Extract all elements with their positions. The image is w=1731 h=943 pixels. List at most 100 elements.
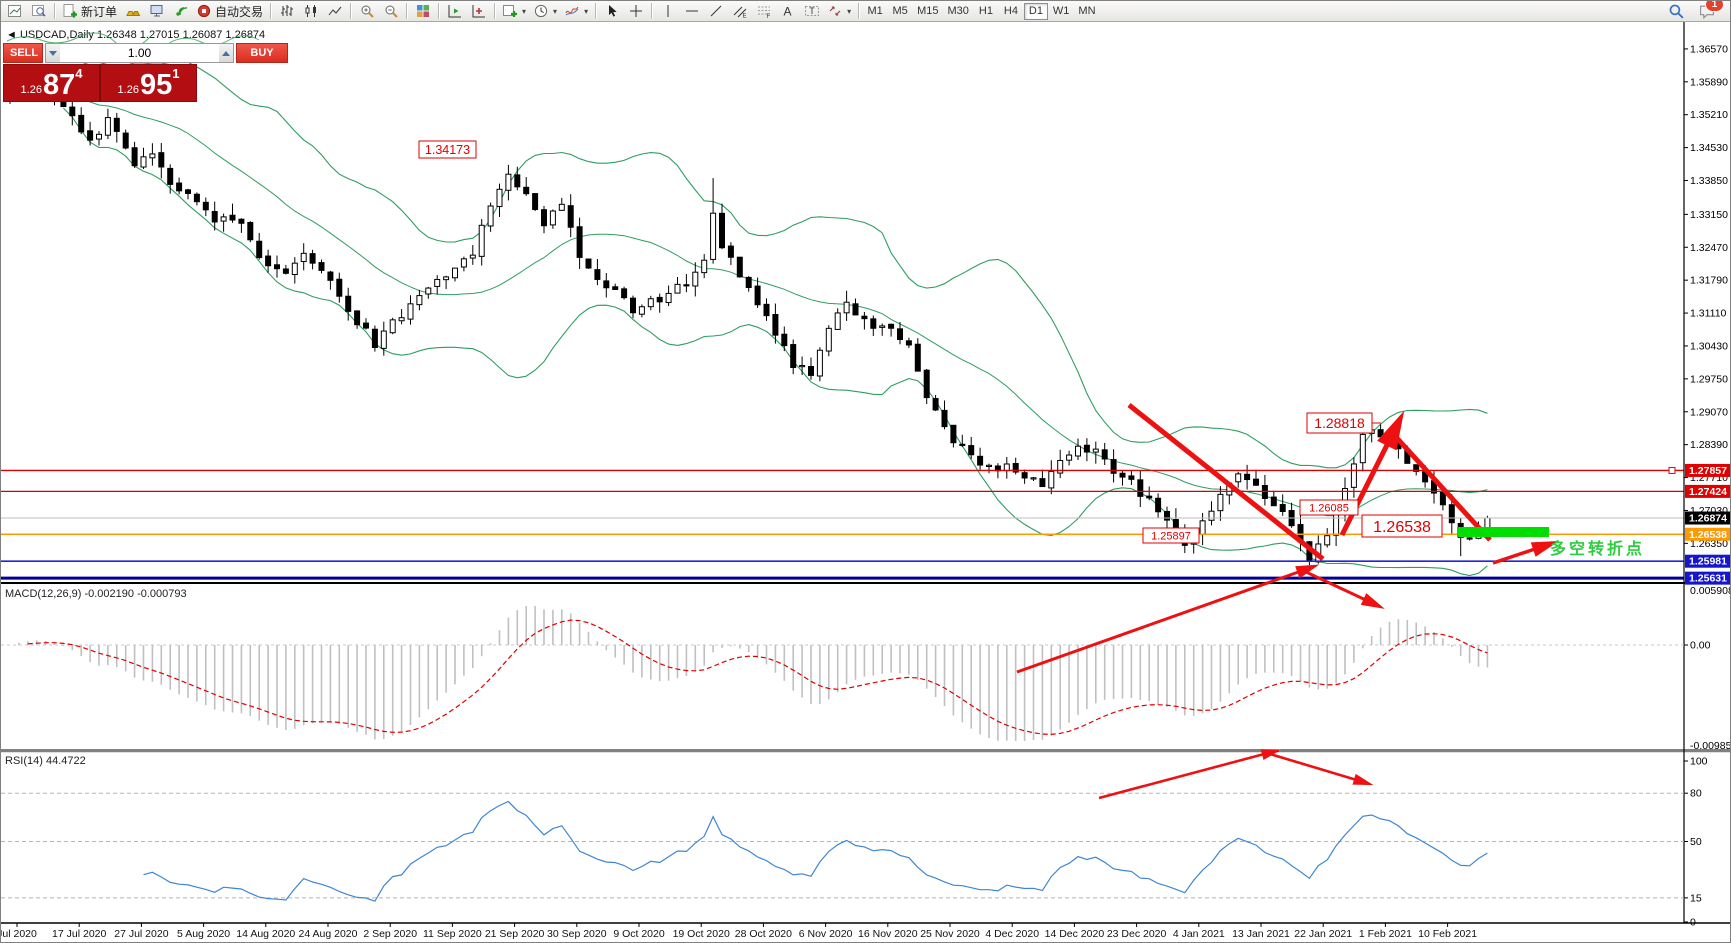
indicators-icon	[565, 6, 579, 16]
toolbar: 新订单 自动交易 ▾ ▾ ▾ E F A T ▾ M1 M5 M15 M30 H1 H4 D	[1, 1, 1730, 22]
notifications-button[interactable]: 1	[1698, 1, 1724, 20]
trend-arrow[interactable]	[1393, 434, 1492, 542]
channel-tool-button[interactable]: E	[728, 2, 751, 21]
svg-text:24 Aug 2020: 24 Aug 2020	[299, 928, 358, 940]
buy-price-display[interactable]: 1.26 95 1	[100, 64, 197, 102]
line-chart-icon	[328, 6, 341, 16]
timeframe-m5-button[interactable]: M5	[888, 3, 912, 20]
indicators-dropdown-button[interactable]: ▾	[561, 2, 591, 21]
auto-scroll-icon	[448, 5, 461, 18]
macd-histogram	[18, 605, 1489, 741]
price-badge-1.25631	[1685, 571, 1730, 585]
timeframe-w1-button[interactable]: W1	[1049, 3, 1074, 20]
svg-text:1.28818: 1.28818	[1314, 415, 1365, 431]
vertical-line-tool-button[interactable]	[656, 2, 679, 21]
timeframe-mn-button[interactable]: MN	[1074, 3, 1099, 20]
new-chart-icon-button[interactable]	[3, 2, 26, 21]
timeframe-m1-button[interactable]: M1	[863, 3, 887, 20]
svg-text:RSI(14) 44.4722: RSI(14) 44.4722	[5, 755, 86, 767]
toolbar-separator	[438, 3, 440, 19]
triangle-down-icon	[49, 50, 57, 56]
publish-button[interactable]	[145, 2, 168, 21]
label-tool-button[interactable]: T	[800, 2, 823, 21]
price-label-box[interactable]	[1142, 527, 1200, 544]
new-chart-dropdown-button[interactable]: ▾	[499, 2, 529, 21]
buy-button[interactable]: BUY	[236, 43, 288, 63]
fibonacci-tool-button[interactable]: F	[752, 2, 775, 21]
volume-increase-button[interactable]	[219, 44, 233, 62]
svg-text:27 Jul 2020: 27 Jul 2020	[114, 928, 168, 940]
chart-shift-icon	[472, 5, 485, 18]
market-depth-button[interactable]	[121, 2, 144, 21]
price-label-box[interactable]	[418, 140, 477, 159]
tile-windows-button[interactable]	[411, 2, 434, 21]
auto-scroll-button[interactable]	[443, 2, 466, 21]
svg-text:30 Sep 2020: 30 Sep 2020	[547, 928, 607, 940]
new-order-button[interactable]: 新订单	[59, 2, 120, 21]
timeframe-h1-button[interactable]: H1	[974, 3, 998, 20]
svg-text:1.26538: 1.26538	[1373, 519, 1431, 536]
chart-shift-button[interactable]	[467, 2, 490, 21]
zoom-out-button[interactable]	[379, 2, 402, 21]
svg-text:1.35210: 1.35210	[1690, 109, 1728, 121]
toolbar-separator	[54, 3, 55, 19]
timeframe-d1-button[interactable]: D1	[1023, 2, 1048, 20]
trend-arrow[interactable]	[1127, 403, 1325, 561]
price-badge-1.26874	[1685, 511, 1730, 525]
svg-text:1 Feb 2021: 1 Feb 2021	[1359, 928, 1412, 940]
svg-text:4 Dec 2020: 4 Dec 2020	[985, 928, 1039, 940]
price-badge-1.26538	[1685, 527, 1730, 541]
price-label-box[interactable]	[1299, 499, 1359, 516]
volume-input[interactable]	[60, 44, 219, 62]
crosshair-tool-button[interactable]	[624, 2, 647, 21]
trend-arrow[interactable]	[1339, 433, 1395, 537]
period-dropdown-button[interactable]: ▾	[530, 2, 560, 21]
search-button[interactable]	[1665, 2, 1688, 21]
timeframe-h4-button[interactable]: H4	[999, 3, 1023, 20]
svg-text:1.32470: 1.32470	[1690, 242, 1728, 254]
volume-decrease-button[interactable]	[46, 44, 60, 62]
svg-text:1.35890: 1.35890	[1690, 76, 1728, 88]
bar-chart-mode-button[interactable]	[275, 2, 298, 21]
fibonacci-icon: F	[757, 6, 770, 19]
price-badge-1.27857	[1685, 463, 1730, 477]
svg-text:1.29750: 1.29750	[1690, 373, 1728, 385]
sell-price-sup: 4	[75, 66, 83, 81]
text-tool-button[interactable]: A	[776, 2, 799, 21]
line-chart-mode-button[interactable]	[323, 2, 346, 21]
triangle-up-icon	[222, 50, 230, 56]
cursor-tool-button[interactable]	[600, 2, 623, 21]
trend-arrow[interactable]	[1269, 752, 1361, 783]
price-label-box[interactable]	[1306, 412, 1373, 434]
timeframe-m30-button[interactable]: M30	[944, 3, 973, 20]
zoom-in-button[interactable]	[355, 2, 378, 21]
new-order-icon	[63, 4, 77, 18]
candlestick-mode-button[interactable]	[299, 2, 322, 21]
sell-price-small: 1.26	[20, 84, 42, 96]
search-icon	[1669, 4, 1684, 19]
support-zone-bar[interactable]	[1457, 527, 1549, 537]
svg-text:6 Nov 2020: 6 Nov 2020	[799, 928, 853, 940]
svg-text:1.34173: 1.34173	[425, 143, 470, 157]
trend-arrow[interactable]	[1492, 545, 1542, 565]
trendline-tool-button[interactable]	[704, 2, 727, 21]
buy-price-sup: 1	[172, 66, 180, 81]
horizontal-line-tool-button[interactable]	[680, 2, 703, 21]
arrows-dropdown-button[interactable]: ▾	[824, 2, 854, 21]
notification-badge: 1	[1705, 1, 1724, 12]
trend-arrow[interactable]	[1098, 751, 1269, 800]
trend-arrow[interactable]	[1305, 570, 1371, 604]
price-label-box[interactable]	[1361, 514, 1443, 538]
sell-button[interactable]: SELL	[3, 43, 43, 63]
chevron-down-icon: ▾	[553, 6, 558, 16]
svg-text:17 Jul 2020: 17 Jul 2020	[52, 928, 106, 940]
trend-arrow[interactable]	[1016, 568, 1305, 674]
svg-text:1.29070: 1.29070	[1690, 406, 1728, 418]
timeframe-m15-button[interactable]: M15	[913, 3, 942, 20]
signals-button[interactable]	[169, 2, 192, 21]
profiles-button[interactable]	[27, 2, 50, 21]
sell-price-display[interactable]: 1.26 87 4	[3, 64, 100, 102]
svg-text:F: F	[766, 14, 770, 19]
autotrading-button[interactable]: 自动交易	[193, 2, 266, 21]
